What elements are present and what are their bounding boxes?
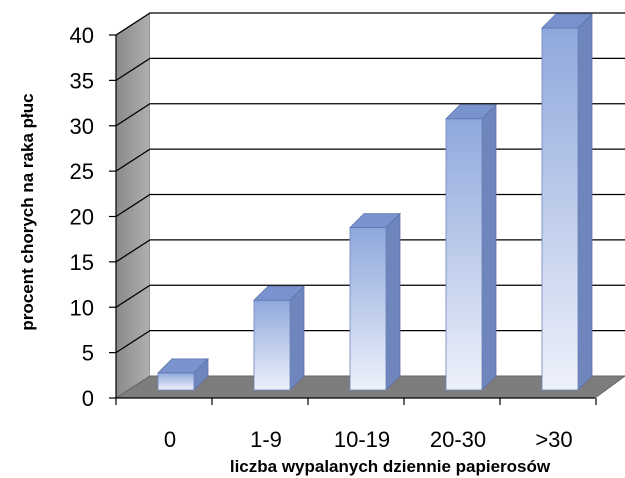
bar-top-face bbox=[445, 104, 497, 120]
bar-top-face bbox=[349, 213, 401, 229]
x-axis-title: liczba wypalanych dziennie papierosów bbox=[230, 457, 551, 476]
x-tick-labels: 0 1-9 10-19 20-30 >30 bbox=[164, 427, 573, 452]
bars bbox=[157, 13, 593, 391]
bar-side-face bbox=[577, 13, 593, 391]
bar bbox=[253, 299, 291, 391]
y-tick-label: 40 bbox=[70, 23, 94, 48]
bar-side-face bbox=[289, 285, 305, 391]
y-tick-label: 20 bbox=[70, 205, 94, 230]
gridline bbox=[115, 57, 625, 81]
bar-side-face bbox=[481, 103, 497, 391]
y-tick-label: 35 bbox=[70, 68, 94, 93]
bar-top-face bbox=[253, 285, 305, 301]
y-tick-label: 15 bbox=[70, 250, 94, 275]
bar-top-face bbox=[541, 13, 593, 29]
x-tick-label: 10-19 bbox=[334, 427, 390, 452]
y-tick-label: 5 bbox=[82, 341, 94, 366]
y-tick-label: 10 bbox=[70, 295, 94, 320]
bar-side-face bbox=[385, 212, 401, 391]
x-tick-label: 0 bbox=[164, 427, 176, 452]
y-tick-label: 0 bbox=[82, 386, 94, 411]
gridline bbox=[115, 103, 625, 127]
y-tick-label: 25 bbox=[70, 159, 94, 184]
x-tick-label: 1-9 bbox=[250, 427, 282, 452]
gridline bbox=[115, 12, 625, 36]
bar-top-face bbox=[157, 358, 209, 374]
axes bbox=[109, 34, 597, 405]
bar bbox=[157, 372, 195, 391]
y-axis-title: procent chorych na raka płuc bbox=[18, 93, 37, 330]
y-tick-label: 30 bbox=[70, 114, 94, 139]
y-tick-labels: 0 5 10 15 20 25 30 35 40 bbox=[70, 23, 94, 411]
bar bbox=[349, 227, 387, 391]
x-tick-label: >30 bbox=[535, 427, 572, 452]
bar bbox=[541, 27, 579, 391]
x-tick-label: 20-30 bbox=[430, 427, 486, 452]
bar bbox=[445, 118, 483, 391]
